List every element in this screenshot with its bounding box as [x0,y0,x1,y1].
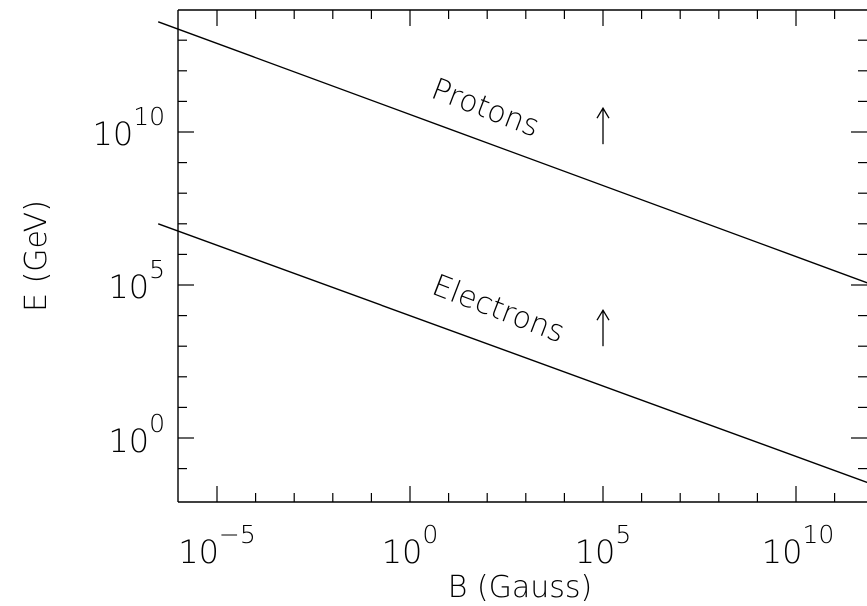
plot-frame [177,9,867,503]
x-tick-label-3: 105 [575,520,632,571]
protons-label: Protons [427,72,544,145]
arrow-head [596,308,610,321]
arrow-head [596,106,610,119]
x-axis-label: B (Gauss) [448,570,593,605]
series-lines [157,21,867,484]
series-line-electrons [157,223,867,484]
y-tick-label-1: 100 [108,409,165,460]
x-ticks [216,10,836,502]
x-tick-label-2: 100 [382,520,439,571]
annotations [596,106,610,347]
electrons-label: Electrons [427,268,569,350]
x-tick-label-4: 1010 [762,520,835,571]
x-tick-label-1: 10−5 [178,520,256,571]
y-axis-label: E (GeV) [19,200,54,312]
y-tick-label-2: 105 [108,255,165,306]
y-tick-label-3: 1010 [92,102,165,153]
y-ticks [178,39,867,470]
series-line-protons [157,21,867,284]
